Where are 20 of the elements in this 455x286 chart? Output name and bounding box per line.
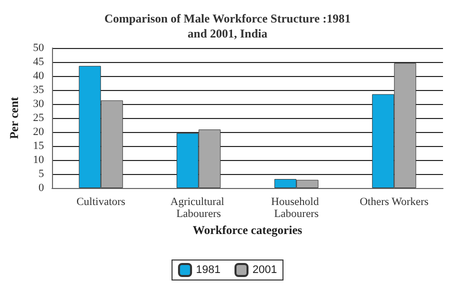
x-tick-label: Agricultural Labourers bbox=[170, 196, 227, 220]
x-tick-label: Household Labourers bbox=[271, 196, 322, 220]
chart-title: Comparison of Male Workforce Structure :1981 and 2001, India bbox=[104, 12, 351, 40]
y-tick-label: 20 bbox=[33, 126, 44, 138]
x-tick-label: Others Workers bbox=[360, 196, 429, 208]
y-tick-label: 10 bbox=[33, 154, 44, 166]
legend-label: 2001 bbox=[252, 264, 277, 276]
y-tick-label: 25 bbox=[33, 112, 44, 124]
y-tick-label: 50 bbox=[33, 42, 44, 54]
y-tick-label: 30 bbox=[33, 98, 44, 110]
y-tick-label: 15 bbox=[33, 140, 44, 152]
y-tick-label: 40 bbox=[33, 70, 44, 82]
x-axis-title: Workforce categories bbox=[192, 223, 303, 237]
y-axis-title: Per cent bbox=[7, 96, 21, 140]
x-tick-label: Cultivators bbox=[76, 196, 126, 208]
legend-label: 1981 bbox=[196, 264, 221, 276]
y-tick-label: 45 bbox=[33, 56, 44, 68]
y-tick-label: 0 bbox=[38, 182, 44, 194]
y-tick-label: 5 bbox=[38, 168, 44, 180]
y-tick-label: 35 bbox=[33, 84, 44, 96]
